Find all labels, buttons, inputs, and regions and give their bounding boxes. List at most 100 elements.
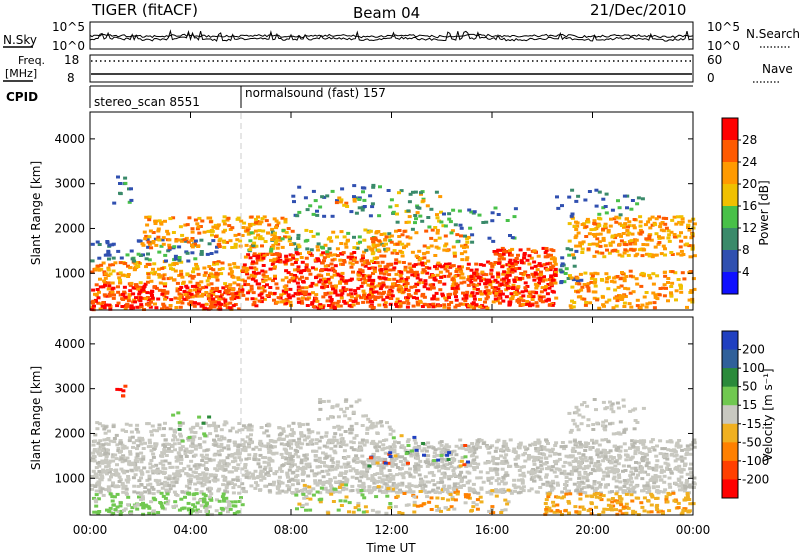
velocity-cell [253,486,258,490]
power-cell [243,255,248,259]
power-cell [689,236,694,240]
velocity-cell [227,453,232,457]
power-cell [118,293,123,297]
power-cell [231,275,236,279]
velocity-cell [538,486,543,489]
power-cell [398,249,403,253]
power-cell [141,253,145,257]
velocity-cell [358,484,363,488]
velocity-cell [164,488,169,492]
velocity-cell [540,467,544,471]
power-cell [342,260,347,264]
power-cell [190,300,194,304]
velocity-cell [98,473,103,477]
velocity-cell [544,473,549,477]
power-cell [453,223,458,227]
velocity-cell [162,451,167,455]
power-cell [147,302,152,306]
velocity-cell [267,463,271,467]
velocity-cell [625,480,630,484]
power-cell [208,267,213,270]
freq-tick-top: 18 [64,53,79,67]
power-cell [567,222,572,226]
power-cell [269,258,273,262]
power-cell [385,248,390,252]
velocity-cell [461,484,466,487]
velocity-cell [104,488,109,492]
velocity-cell [654,478,658,482]
power-cell [491,262,496,266]
power-cell [225,302,230,306]
power-cell [391,210,396,214]
velocity-cell [459,480,464,484]
power-cell [152,272,157,276]
power-cell [447,212,452,216]
power-cell [500,246,505,250]
power-cell [534,301,539,305]
power-cell [311,212,316,216]
velocity-cell [613,464,618,468]
power-cell [218,237,223,241]
velocity-cell [661,455,666,459]
velocity-cell [640,466,644,470]
velocity-cell [285,442,290,446]
velocity-cell [90,487,95,491]
power-cell [202,230,207,234]
velocity-cell [160,482,165,486]
velocity-cell [126,475,131,478]
velocity-cell [209,487,213,491]
power-cell [339,296,344,300]
velocity-cell [337,479,342,483]
power-cell [516,285,521,289]
velocity-cell [332,439,337,442]
power-cell [514,276,519,280]
power-cell [323,284,328,288]
velocity-cell [578,490,583,494]
velocity-cell [317,479,322,483]
velocity-cell [426,445,431,449]
power-cell [510,236,515,240]
power-cell [213,300,218,304]
power-cell [472,287,477,291]
velocity-cell [324,431,329,435]
freq-frame [89,54,694,83]
power-cell [551,278,555,282]
power-cell [227,286,232,290]
power-cell [672,233,677,236]
power-cell [301,296,305,300]
power-cell [260,286,265,290]
velocity-cell [513,462,518,466]
velocity-cell [212,438,216,442]
power-cell [479,292,484,296]
power-cell [580,251,585,254]
velocity-cell [478,476,483,480]
power-cell [303,292,307,296]
velocity-cell [486,476,491,480]
power-cell [352,258,357,262]
velocity-cell [195,474,200,478]
power-cell [322,277,326,281]
velocity-cell [671,448,676,452]
power-cell [631,275,636,279]
power-cell [226,288,231,292]
velocity-cell [664,454,669,458]
velocity-cell [658,452,663,456]
velocity-cell [418,465,423,468]
power-cell [363,264,368,268]
power-cell [640,303,645,307]
power-cell [458,223,463,227]
power-cell [570,188,575,192]
velocity-cell [211,478,216,482]
power-cell [567,195,572,199]
velocity-cell [544,475,549,479]
power-cell [339,242,344,245]
power-cell [555,195,559,199]
velocity-cell [263,456,267,460]
power-cell [471,283,476,287]
power-cell [377,303,382,307]
power-cell [326,237,331,241]
velocity-cell [579,487,584,491]
velocity-cell [445,490,450,494]
power-cell [630,199,635,202]
velocity-cell [148,482,153,486]
